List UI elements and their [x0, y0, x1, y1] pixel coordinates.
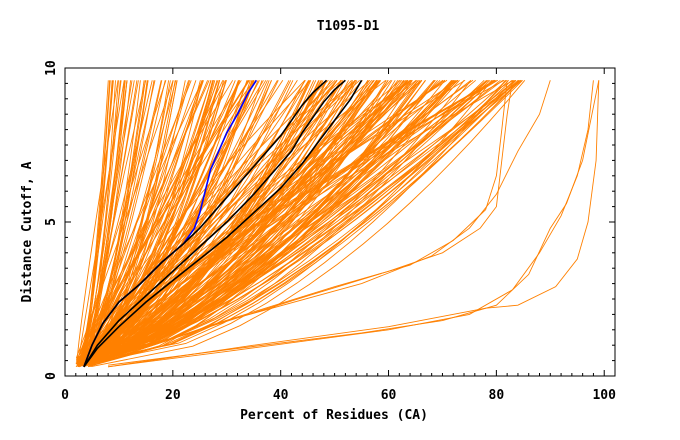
y-tick-label: 0 [44, 372, 59, 380]
orange-curve [97, 80, 551, 365]
orange-curve [87, 79, 493, 366]
orange-curve [80, 80, 438, 362]
orange-curve [80, 79, 504, 366]
orange-curve [90, 79, 408, 362]
orange-curve [79, 79, 360, 360]
orange-curve [108, 80, 600, 368]
orange-curve [90, 80, 259, 366]
orange-curve [88, 80, 436, 367]
x-tick-label: 0 [61, 388, 69, 403]
orange-curve [84, 80, 177, 364]
orange-curve [85, 79, 514, 360]
x-tick-label: 20 [165, 388, 181, 403]
orange-curve [84, 80, 219, 361]
orange-curve [90, 80, 405, 364]
orange-curve [88, 80, 396, 364]
y-axis-label: Distance Cutoff, A [20, 161, 35, 302]
orange-curve [80, 80, 203, 360]
orange-curve [78, 80, 109, 367]
y-tick-label: 10 [44, 60, 59, 76]
highlight-series-line [83, 79, 328, 368]
highlight-series-line [83, 79, 346, 368]
orange-curve [77, 80, 214, 359]
x-tick-label: 40 [273, 388, 289, 403]
orange-curve [82, 79, 513, 365]
orange-curve [87, 80, 399, 363]
x-tick-label: 80 [489, 388, 505, 403]
orange-curve [85, 80, 212, 361]
chart-title: T1095-D1 [317, 19, 380, 34]
y-tick-label: 5 [44, 218, 59, 226]
orange-curve [85, 80, 389, 360]
orange-curve [75, 80, 356, 368]
orange-curve [84, 80, 465, 359]
orange-curve [108, 80, 600, 366]
orange-curve [78, 80, 146, 368]
orange-curve [90, 80, 253, 360]
orange-curve [80, 79, 505, 360]
orange-curve [90, 80, 306, 364]
orange-curve [77, 79, 508, 362]
orange-curve [88, 80, 241, 367]
orange-curve [82, 80, 455, 360]
orange-curve [85, 80, 324, 365]
orange-curve [91, 80, 526, 368]
tick-labels: 0 20 40 60 80 100 0 5 10 [44, 60, 616, 403]
orange-curve [86, 80, 214, 366]
orange-curve [84, 80, 176, 362]
x-tick-label: 100 [592, 388, 616, 403]
orange-curve [82, 79, 422, 360]
orange-curve [90, 80, 220, 366]
orange-curve [78, 80, 149, 368]
orange-curve [78, 80, 119, 367]
orange-curve [83, 80, 272, 362]
x-tick-label: 60 [381, 388, 397, 403]
orange-curve [78, 80, 128, 367]
orange-curve [76, 80, 119, 362]
orange-curve [88, 80, 292, 362]
orange-curve [79, 80, 242, 364]
orange-curve-bundle [75, 79, 600, 368]
orange-curve [78, 79, 488, 359]
orange-curve [87, 80, 155, 363]
orange-curve [85, 79, 517, 361]
orange-curve [79, 80, 311, 360]
orange-curve [78, 80, 132, 367]
orange-curve [108, 80, 594, 368]
highlight-series-line [83, 79, 363, 368]
orange-curve [79, 79, 499, 367]
x-axis-label: Percent of Residues (CA) [240, 408, 428, 423]
orange-curve [88, 79, 507, 365]
axis-ticks [64, 67, 615, 377]
highlight-curves [83, 79, 363, 368]
orange-curve [89, 80, 250, 363]
orange-curve [77, 80, 472, 366]
orange-curve [78, 80, 113, 367]
orange-curve [76, 80, 328, 364]
orange-curve [78, 80, 126, 367]
orange-curve [79, 79, 423, 362]
orange-curve [81, 79, 522, 361]
orange-curve [82, 79, 452, 361]
